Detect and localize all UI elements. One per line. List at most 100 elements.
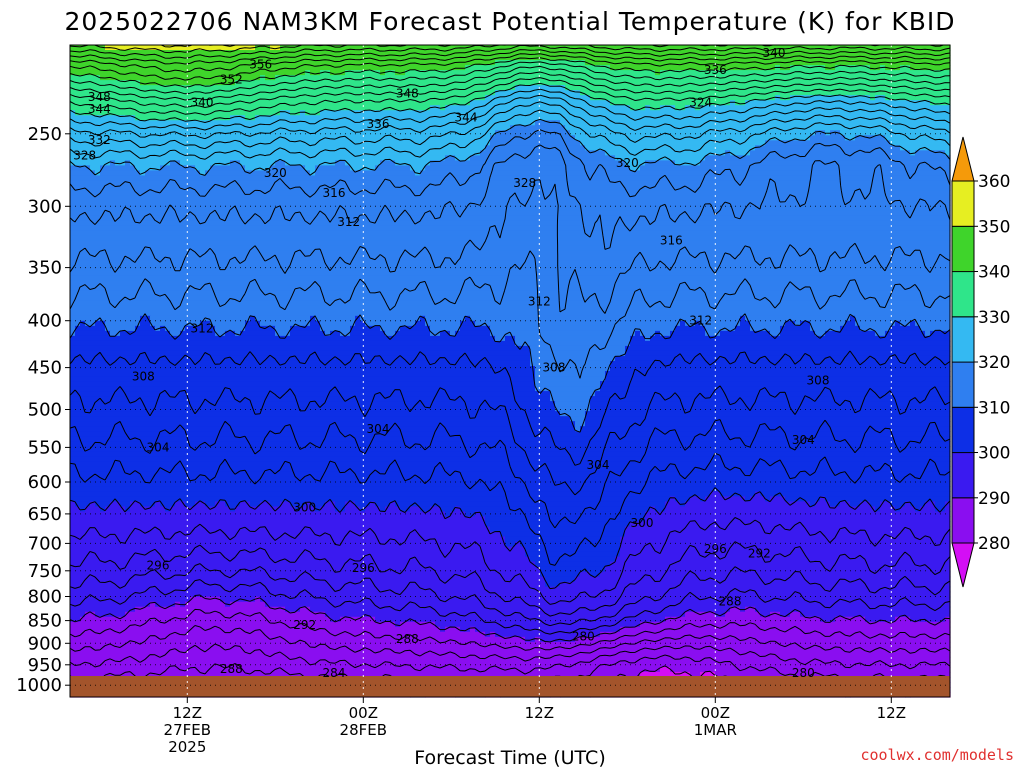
field-cell [445, 626, 461, 633]
field-cell [70, 325, 76, 332]
field-cell [105, 320, 141, 327]
field-cell [700, 496, 706, 502]
field-cell [200, 170, 206, 176]
field-cell [870, 65, 881, 71]
colorbar-tick-label: 330 [978, 308, 1010, 328]
field-cell [70, 295, 951, 302]
field-cell [615, 556, 951, 563]
field-cell [490, 631, 496, 638]
field-cell [935, 506, 946, 513]
y-tick-label: 850 [28, 611, 62, 632]
field-cell [800, 611, 951, 618]
field-cell [85, 611, 96, 618]
field-cell [660, 330, 671, 337]
field-cell [335, 160, 346, 166]
field-cell [300, 606, 311, 613]
field-cell [755, 145, 901, 151]
field-cell [70, 220, 951, 227]
field-cell [640, 671, 691, 678]
field-cell [910, 616, 946, 623]
field-cell [840, 325, 861, 332]
field-cell [545, 576, 576, 583]
field-cell [255, 596, 261, 603]
field-cell [470, 100, 611, 106]
field-cell [305, 501, 311, 508]
field-cell [860, 325, 891, 332]
field-cell [520, 541, 621, 548]
field-cell [885, 95, 951, 101]
colorbar-band [951, 271, 975, 318]
field-cell [620, 536, 951, 543]
field-cell [345, 70, 381, 76]
colorbar-band [951, 497, 975, 544]
field-cell [70, 416, 571, 422]
field-cell [395, 330, 431, 337]
field-cell [100, 170, 141, 176]
x-tick-label: 12Z [173, 704, 202, 722]
field-cell [770, 330, 781, 337]
field-cell [850, 501, 861, 508]
field-cell [550, 391, 596, 397]
field-cell [210, 320, 246, 327]
field-cell [70, 300, 951, 307]
field-cell [505, 541, 516, 548]
field-cell [320, 506, 336, 513]
colorbar-band [951, 452, 975, 499]
field-cell [485, 95, 591, 101]
field-cell [740, 315, 746, 322]
field-cell [255, 315, 311, 322]
field-cell [550, 396, 591, 402]
field-cell [70, 320, 81, 327]
field-cell [855, 320, 896, 327]
field-cell [70, 516, 486, 523]
field-cell [910, 320, 916, 327]
field-cell [475, 320, 681, 327]
field-cell [415, 320, 426, 327]
field-cell [360, 315, 421, 322]
field-cell [930, 100, 951, 106]
field-cell [280, 110, 291, 116]
field-cell [235, 506, 296, 513]
field-cell [890, 501, 906, 508]
field-cell [390, 501, 396, 508]
colorbar-band [951, 406, 975, 454]
x-tick-label: 12Z [877, 704, 906, 722]
contour-line-338 [69, 61, 951, 95]
field-cell [70, 641, 951, 648]
field-cell [705, 496, 746, 502]
contour-label: 312 [337, 215, 360, 229]
field-cell [755, 491, 761, 497]
field-cell [280, 45, 951, 51]
field-cell [380, 325, 401, 332]
field-cell [70, 656, 951, 663]
field-cell [465, 315, 471, 322]
field-cell [70, 185, 951, 192]
field-cell [745, 606, 756, 613]
contour-line-288 [69, 608, 951, 651]
field-cell [410, 165, 426, 171]
field-cell [170, 506, 231, 513]
field-cell [70, 636, 526, 643]
field-cell [150, 601, 156, 608]
colorbar-band [951, 361, 975, 408]
field-cell [495, 90, 581, 96]
field-cell [160, 325, 166, 332]
contour-label: 304 [147, 440, 170, 454]
field-cell [575, 576, 951, 583]
field-cell [630, 335, 646, 342]
field-cell [195, 501, 206, 508]
field-cell [330, 70, 346, 76]
field-cell [70, 541, 506, 548]
y-tick-label: 650 [28, 504, 62, 525]
contour-line-344 [69, 49, 951, 73]
field-cell [70, 651, 951, 658]
field-cell [70, 421, 576, 427]
field-cell [445, 511, 451, 518]
field-cell [350, 330, 386, 337]
field-cell [875, 95, 886, 101]
field-cell [125, 611, 326, 618]
contour-line-306 [69, 385, 951, 496]
field-cell [735, 325, 751, 332]
field-cell [700, 105, 951, 111]
field-cell [505, 536, 621, 543]
